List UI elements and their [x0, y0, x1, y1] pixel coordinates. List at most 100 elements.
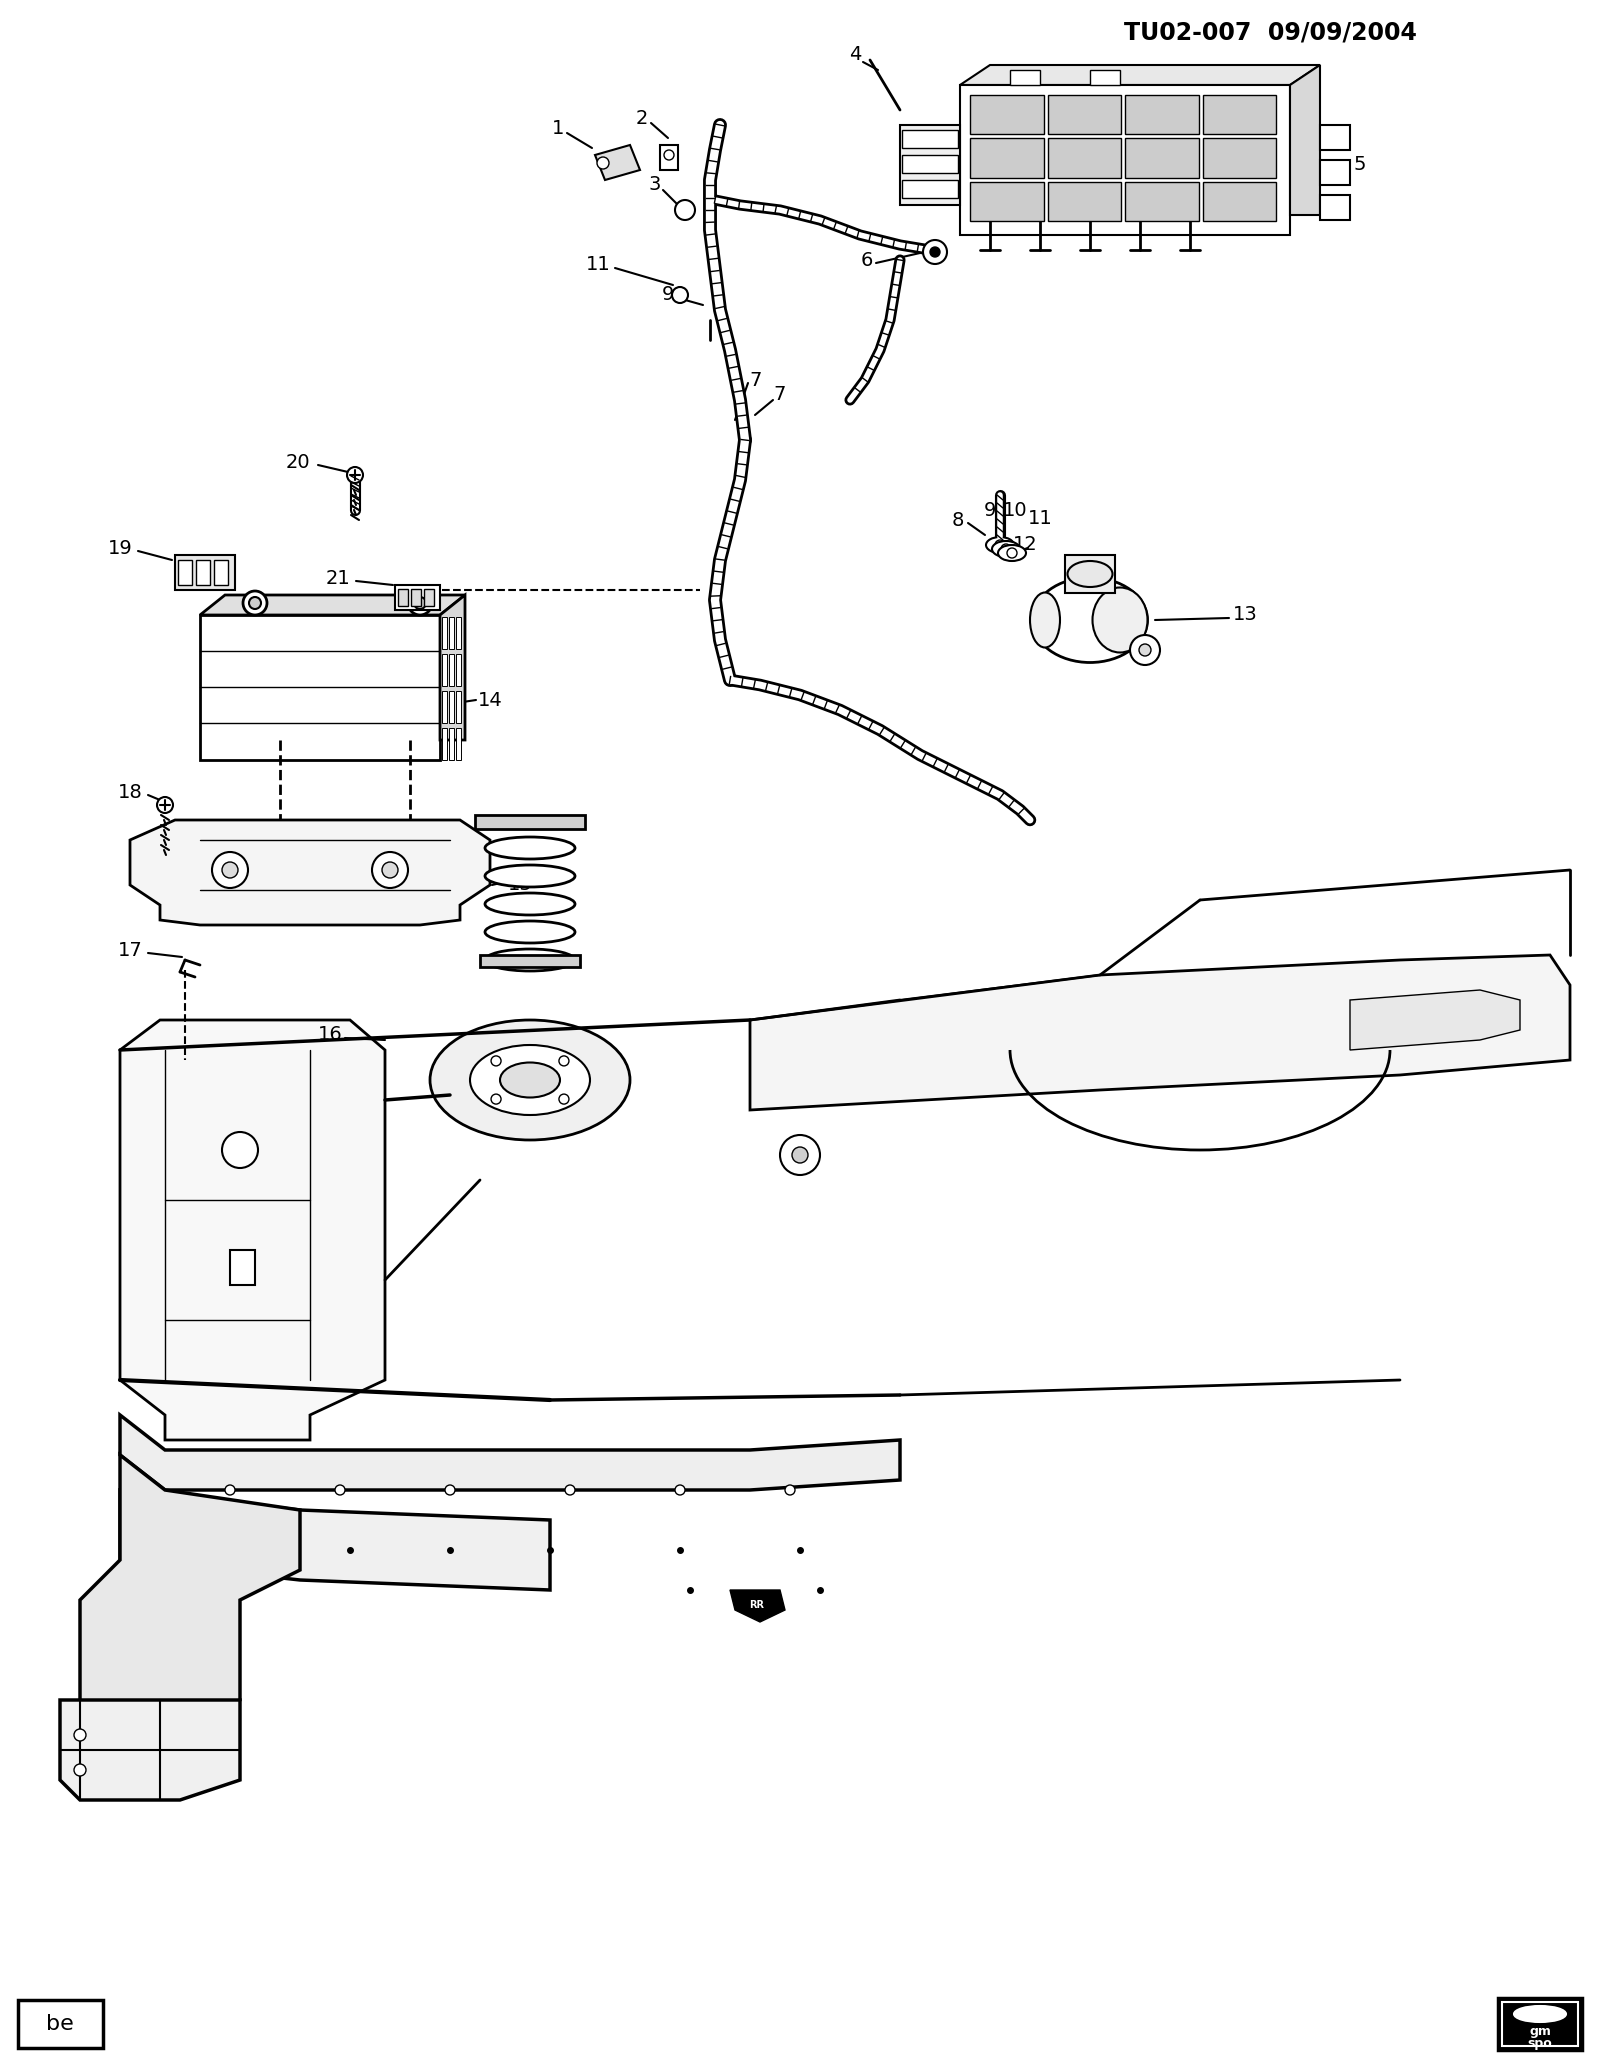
Bar — [456, 653, 461, 686]
Circle shape — [250, 597, 261, 610]
Ellipse shape — [485, 836, 574, 859]
Circle shape — [792, 1147, 808, 1164]
Text: be: be — [46, 2015, 74, 2033]
Bar — [970, 181, 1043, 220]
Polygon shape — [1320, 196, 1350, 220]
Bar — [661, 144, 678, 171]
Circle shape — [222, 861, 238, 878]
Ellipse shape — [485, 892, 574, 915]
Circle shape — [414, 597, 426, 610]
Bar — [475, 816, 586, 828]
Bar — [398, 589, 408, 606]
Ellipse shape — [1067, 560, 1112, 587]
Bar — [214, 560, 229, 585]
Bar — [1048, 181, 1122, 220]
Bar — [1125, 138, 1198, 177]
Bar — [480, 956, 579, 966]
Text: 8: 8 — [952, 511, 965, 529]
Text: 19: 19 — [107, 538, 133, 558]
Bar — [442, 690, 446, 723]
Circle shape — [786, 1485, 795, 1496]
Text: 7: 7 — [774, 385, 786, 404]
Bar — [1502, 2002, 1578, 2046]
Text: 10: 10 — [1003, 501, 1027, 519]
Circle shape — [74, 1763, 86, 1776]
Circle shape — [491, 1094, 501, 1104]
Circle shape — [334, 1485, 346, 1496]
Circle shape — [491, 1057, 501, 1065]
Text: 17: 17 — [118, 941, 142, 960]
Bar — [442, 653, 446, 686]
Bar — [902, 179, 958, 198]
Circle shape — [243, 591, 267, 616]
Bar — [960, 84, 1290, 235]
Text: 13: 13 — [1232, 606, 1258, 624]
Polygon shape — [130, 820, 490, 925]
Polygon shape — [960, 66, 1320, 84]
Circle shape — [1130, 634, 1160, 665]
Ellipse shape — [499, 1063, 560, 1098]
Bar — [1066, 554, 1115, 593]
Bar — [899, 126, 960, 206]
Text: 9: 9 — [662, 286, 674, 305]
Bar — [970, 95, 1043, 134]
Bar — [450, 690, 454, 723]
Ellipse shape — [992, 542, 1021, 556]
Bar — [456, 727, 461, 760]
Text: 20: 20 — [286, 453, 310, 472]
Polygon shape — [1350, 991, 1520, 1051]
Text: 7: 7 — [750, 371, 762, 389]
Bar — [1048, 95, 1122, 134]
Circle shape — [565, 1485, 574, 1496]
Circle shape — [672, 286, 688, 303]
Text: 16: 16 — [318, 1026, 342, 1044]
Text: 21: 21 — [326, 569, 350, 587]
Text: RR: RR — [749, 1601, 765, 1611]
Text: 6: 6 — [861, 251, 874, 270]
Bar — [195, 560, 210, 585]
Polygon shape — [120, 1020, 386, 1440]
Polygon shape — [440, 595, 466, 740]
Text: 18: 18 — [118, 783, 142, 801]
Bar — [1203, 181, 1277, 220]
Ellipse shape — [998, 546, 1026, 560]
Circle shape — [226, 1485, 235, 1496]
Polygon shape — [61, 1700, 240, 1800]
Bar — [424, 589, 434, 606]
Bar — [178, 560, 192, 585]
Polygon shape — [1320, 126, 1350, 150]
Polygon shape — [120, 1415, 899, 1489]
Bar — [450, 653, 454, 686]
Bar — [230, 1250, 254, 1285]
Circle shape — [74, 1728, 86, 1741]
Polygon shape — [1290, 66, 1320, 214]
Circle shape — [664, 150, 674, 161]
Bar — [1203, 95, 1277, 134]
Polygon shape — [730, 1590, 786, 1621]
Circle shape — [347, 468, 363, 482]
Polygon shape — [595, 144, 640, 179]
Bar — [456, 618, 461, 649]
Text: 12: 12 — [1013, 536, 1037, 554]
Ellipse shape — [485, 921, 574, 943]
Circle shape — [211, 853, 248, 888]
Text: 15: 15 — [507, 876, 533, 894]
Circle shape — [558, 1094, 570, 1104]
Circle shape — [597, 157, 610, 169]
Text: spo: spo — [1528, 2037, 1552, 2050]
Bar — [395, 585, 440, 610]
Bar — [456, 690, 461, 723]
Bar — [902, 130, 958, 148]
Circle shape — [382, 861, 398, 878]
Polygon shape — [750, 956, 1570, 1110]
Polygon shape — [120, 1489, 550, 1590]
Circle shape — [558, 1057, 570, 1065]
Ellipse shape — [1514, 2006, 1566, 2023]
Circle shape — [1002, 544, 1011, 554]
Text: 4: 4 — [850, 45, 861, 64]
Circle shape — [445, 1485, 454, 1496]
Circle shape — [157, 797, 173, 814]
Bar — [442, 727, 446, 760]
Ellipse shape — [430, 1020, 630, 1139]
Bar — [1010, 70, 1040, 84]
